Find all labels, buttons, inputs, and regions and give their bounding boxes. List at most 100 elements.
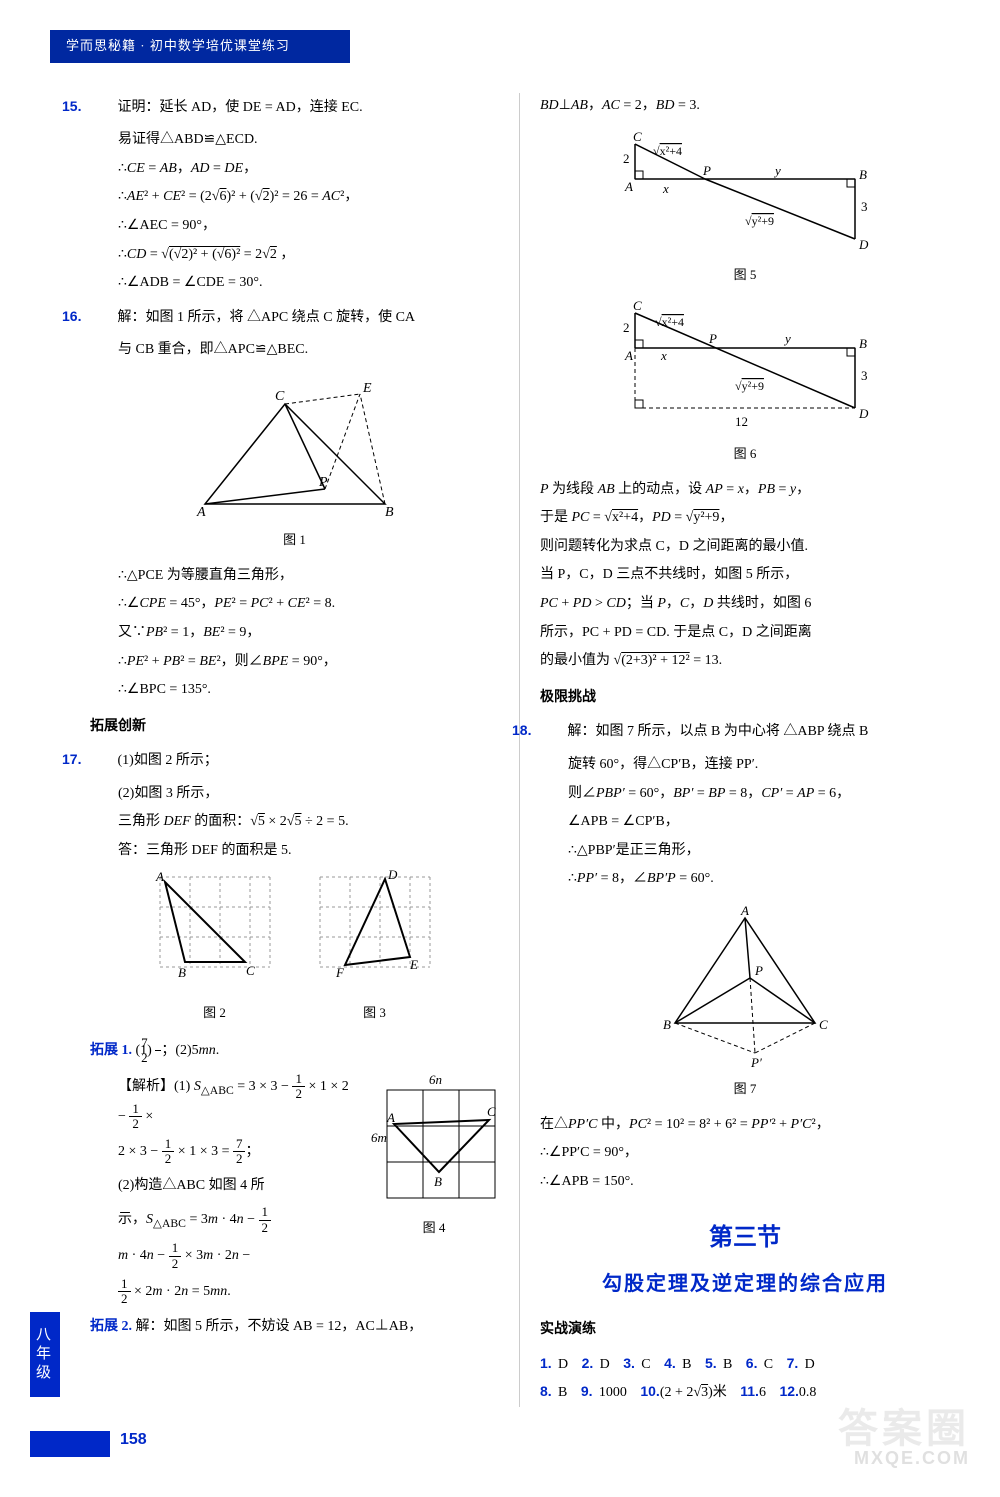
a6: C bbox=[764, 1357, 773, 1372]
section-tuozhan: 拓展创新 bbox=[90, 714, 499, 741]
svg-text:P′: P′ bbox=[750, 1055, 762, 1070]
svg-text:D: D bbox=[858, 406, 869, 421]
svg-text:√y²+9: √y²+9 bbox=[735, 379, 764, 393]
q17-l4: 答：三角形 DEF 的面积是 5. bbox=[90, 838, 499, 865]
svg-text:F: F bbox=[335, 965, 345, 980]
fig1-caption: 图 1 bbox=[90, 528, 499, 553]
svg-text:y: y bbox=[783, 331, 791, 346]
svg-text:√x²+4: √x²+4 bbox=[655, 315, 684, 329]
figure-1: A B C E P bbox=[185, 374, 405, 524]
fig4-caption: 图 4 bbox=[369, 1216, 499, 1241]
watermark-sub: MXQE.COM bbox=[838, 1449, 970, 1467]
a1: D bbox=[558, 1357, 568, 1372]
a6n: 6. bbox=[746, 1350, 764, 1377]
a1n: 1. bbox=[540, 1350, 558, 1377]
q15-l4: ∴AE² + CE² = (2√6)² + (√2)² = 26 = AC²， bbox=[90, 184, 499, 211]
a5n: 5. bbox=[705, 1350, 723, 1377]
svg-text:12: 12 bbox=[735, 414, 748, 429]
fig3-caption: 图 3 bbox=[310, 1001, 440, 1026]
q16-number: 16. bbox=[90, 303, 114, 330]
cont-l8: 的最小值为 √(2+3)² + 12² = 13. bbox=[540, 648, 950, 675]
svg-text:P: P bbox=[318, 475, 328, 490]
q18-l3: 则∠PBP′ = 60°，BP′ = BP = 8，CP′ = AP = 6， bbox=[540, 781, 950, 808]
two-column-layout: 15. 证明：延长 AD，使 DE = AD，连接 EC. 易证得△ABD≌△E… bbox=[90, 93, 950, 1407]
figure-7: A B C P P′ bbox=[645, 903, 845, 1073]
q18-l9: ∴∠APB = 150°. bbox=[540, 1169, 950, 1196]
a10n: 10. bbox=[640, 1378, 659, 1405]
tz2-label: 拓展 2. bbox=[90, 1319, 132, 1334]
fig2-caption: 图 2 bbox=[150, 1001, 280, 1026]
tz2-text: 解：如图 5 所示，不妨设 AB = 12，AC⊥AB， bbox=[136, 1319, 423, 1334]
svg-text:x: x bbox=[662, 181, 669, 196]
svg-text:2: 2 bbox=[623, 151, 630, 166]
page-num-bar bbox=[30, 1431, 110, 1457]
figure-6: 2 3 C A B D P x y √x²+4 √y²+9 12 bbox=[605, 298, 885, 438]
q16: 16. 解：如图 1 所示，将 △APC 绕点 C 旋转，使 CA bbox=[90, 303, 499, 332]
q18: 18. 解：如图 7 所示，以点 B 为中心将 △ABP 绕点 B bbox=[540, 717, 950, 746]
q18-l2: 旋转 60°，得△CP′B，连接 PP′. bbox=[540, 752, 950, 779]
svg-text:√y²+9: √y²+9 bbox=[745, 214, 774, 228]
book-header: 学而思秘籍 · 初中数学培优课堂练习 bbox=[50, 30, 350, 63]
cont-l3: 于是 PC = √x²+4，PD = √y²+9， bbox=[540, 505, 950, 532]
cont-l6: PC + PD > CD；当 P，C，D 共线时，如图 6 bbox=[540, 591, 950, 618]
cont-l5: 当 P，C，D 三点不共线时，如图 5 所示， bbox=[540, 562, 950, 589]
svg-text:B: B bbox=[859, 336, 867, 351]
a7: D bbox=[805, 1357, 815, 1372]
a8: B bbox=[558, 1385, 567, 1400]
q17-l3: 三角形 DEF 的面积：√5 × 2√5 ÷ 2 = 5. bbox=[90, 809, 499, 836]
section3-title: 第三节 bbox=[540, 1215, 950, 1261]
svg-text:C: C bbox=[487, 1104, 496, 1119]
q18-number: 18. bbox=[540, 717, 564, 744]
a4: B bbox=[682, 1357, 691, 1372]
svg-text:B: B bbox=[859, 167, 867, 182]
svg-text:A: A bbox=[624, 179, 633, 194]
svg-text:E: E bbox=[362, 381, 372, 396]
a10: (2 + 2√3)米 bbox=[660, 1385, 727, 1400]
q17: 17. (1)如图 2 所示； bbox=[90, 746, 499, 775]
svg-text:C: C bbox=[819, 1017, 828, 1032]
watermark-main: 答案圈 bbox=[838, 1407, 970, 1451]
a7n: 7. bbox=[787, 1350, 805, 1377]
right-column: BD⊥AB，AC = 2，BD = 3. 2 3 C A B D P x y √… bbox=[520, 93, 950, 1407]
figure-2: A B C bbox=[150, 867, 280, 987]
a8n: 8. bbox=[540, 1378, 558, 1405]
watermark: 答案圈 MXQE.COM bbox=[838, 1409, 970, 1467]
figures-2-3: A B C 图 2 D bbox=[90, 867, 499, 1036]
svg-text:P: P bbox=[708, 331, 717, 346]
svg-text:P: P bbox=[702, 163, 711, 178]
svg-text:C: C bbox=[633, 129, 642, 144]
svg-text:A: A bbox=[740, 903, 749, 918]
q18-l6: ∴PP′ = 8，∠BP′P = 60°. bbox=[540, 866, 950, 893]
section-jixian: 极限挑战 bbox=[540, 685, 950, 712]
figure-4-wrap: 6n 6m A B C 图 4 bbox=[369, 1072, 499, 1251]
figure-3: D E F bbox=[310, 867, 440, 987]
a11n: 11. bbox=[740, 1378, 759, 1405]
q18-l1: 解：如图 7 所示，以点 B 为中心将 △ABP 绕点 B bbox=[568, 724, 869, 739]
svg-text:B: B bbox=[434, 1174, 442, 1189]
a2: D bbox=[600, 1357, 610, 1372]
svg-text:√x²+4: √x²+4 bbox=[653, 144, 682, 158]
answers-row1: 1.D 2.D 3.C 4.B 5.B 6.C 7.D bbox=[540, 1350, 950, 1379]
svg-text:C: C bbox=[246, 963, 255, 978]
left-column: 15. 证明：延长 AD，使 DE = AD，连接 EC. 易证得△ABD≌△E… bbox=[90, 93, 520, 1407]
q15-l7: ∴∠ADB = ∠CDE = 30°. bbox=[90, 270, 499, 297]
figure-4: 6n 6m A B C bbox=[369, 1072, 499, 1202]
q16-l6: ∴PE² + PB² = BE²，则∠BPE = 90°， bbox=[90, 649, 499, 676]
fig5-caption: 图 5 bbox=[540, 263, 950, 288]
tz1-label: 拓展 1. bbox=[90, 1043, 132, 1058]
q16-l5: 又∵PB² = 1，BE² = 9， bbox=[90, 620, 499, 647]
fig7-caption: 图 7 bbox=[540, 1077, 950, 1102]
cont-l1: BD⊥AB，AC = 2，BD = 3. bbox=[540, 93, 950, 120]
a12: 0.8 bbox=[799, 1385, 817, 1400]
svg-text:B: B bbox=[178, 965, 186, 980]
svg-text:x: x bbox=[660, 348, 667, 363]
svg-text:C: C bbox=[633, 298, 642, 313]
tz1: 拓展 1. (1) 72；(2)5mn. bbox=[90, 1036, 499, 1066]
a2n: 2. bbox=[582, 1350, 600, 1377]
figure-5: 2 3 C A B D P x y √x²+4 √y²+9 bbox=[605, 129, 885, 259]
q15: 15. 证明：延长 AD，使 DE = AD，连接 EC. bbox=[90, 93, 499, 122]
q15-number: 15. bbox=[90, 93, 114, 120]
svg-text:E: E bbox=[409, 957, 418, 972]
svg-text:B: B bbox=[663, 1017, 671, 1032]
svg-text:A: A bbox=[386, 1110, 395, 1125]
